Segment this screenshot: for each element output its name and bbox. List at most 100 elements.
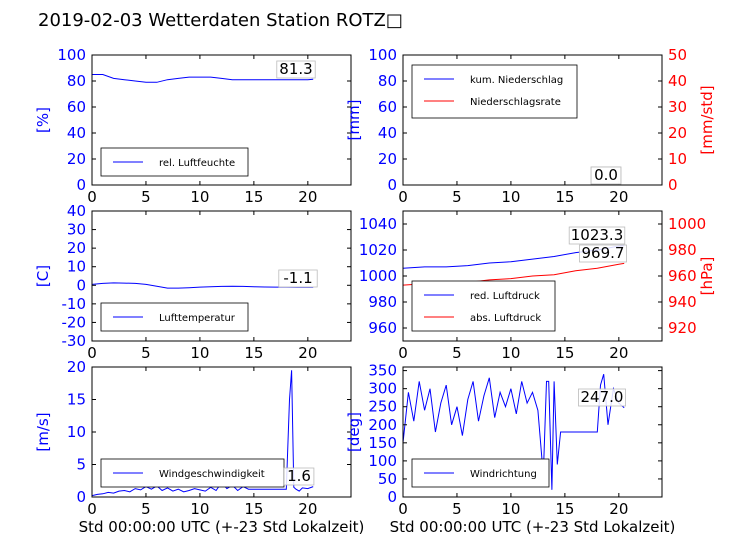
temperature-ytick-label: 40	[67, 202, 86, 220]
windspeed-ytick-label: 5	[76, 456, 86, 474]
humidity-ytick-label: 60	[67, 98, 86, 116]
humidity-ytick-label: 100	[57, 46, 86, 64]
temperature-value-annotation: -1.1	[278, 269, 318, 288]
pressure-value-text: 969.7	[582, 244, 625, 262]
humidity-legend: rel. Luftfeuchte	[100, 147, 249, 177]
winddir-ytick-label: 150	[368, 434, 397, 452]
pressure-y2tick-label: 980	[668, 241, 697, 259]
winddir-ytick-label: 350	[368, 362, 397, 380]
winddir-xtick-label: 15	[555, 500, 574, 518]
temperature-ytick-label: 20	[67, 239, 86, 257]
precipitation-value-text: 0.0	[594, 166, 618, 184]
pressure-y2tick-label: 940	[668, 293, 697, 311]
pressure-ytick-label: 1020	[359, 241, 397, 259]
temperature-ytick-label: -30	[62, 332, 87, 350]
pressure-panel: 0 5 10 15 20 960 980 1000 1020 1040 920 940 960 980 10…	[359, 210, 716, 362]
windspeed-ytick-label: 10	[67, 423, 86, 441]
humidity-xtick-label: 5	[141, 188, 151, 206]
winddir-ytick-label: 0	[387, 488, 397, 506]
precipitation-y2tick-label: 20	[668, 124, 687, 142]
winddir-xlabel: Std 00:00:00 UTC (+-23 Std Lokalzeit)	[390, 518, 676, 536]
pressure-ytick-label: 1040	[359, 215, 397, 233]
pressure-value-text: 1023.3	[571, 226, 624, 244]
temperature-ytick-label: -10	[62, 295, 87, 313]
precipitation-legend: kum. Niederschlag Niederschlagsrate	[411, 64, 578, 119]
pressure-y2tick-label: 960	[668, 267, 697, 285]
precipitation-y2tick-label: 30	[668, 98, 687, 116]
temperature-ylabel: [C]	[34, 265, 52, 287]
precipitation-ytick-label: 20	[378, 150, 397, 168]
winddir-frame	[402, 366, 663, 498]
windspeed-legend: Windgeschwindigkeit	[100, 458, 285, 488]
windspeed-value-annotation: 1.6	[283, 467, 315, 486]
precipitation-ytick-label: 40	[378, 124, 397, 142]
windspeed-value-box	[283, 467, 315, 486]
pressure-legend: red. Luftdruck abs. Luftdruck	[411, 280, 556, 332]
windspeed-xtick-label: 20	[298, 500, 317, 518]
precipitation-y2tick-label: 40	[668, 72, 687, 90]
pressure-value-annotation: 1023.3	[568, 226, 626, 245]
humidity-xtick-label: 10	[190, 188, 209, 206]
humidity-xtick-label: 0	[87, 188, 97, 206]
humidity-frame	[91, 54, 352, 186]
pressure-y2label: [hPa]	[698, 257, 716, 296]
humidity-panel: 0 5 10 15 20 0 20 40 60 80 100 [%] rel. Luftfeuchte 8…	[34, 46, 352, 206]
temperature-xtick-label: 15	[244, 344, 263, 362]
pressure-ytick-label: 980	[368, 293, 397, 311]
winddir-legend: Windrichtung	[411, 458, 550, 488]
winddir-ytick-label: 100	[368, 452, 397, 470]
temperature-ytick-label: 30	[67, 221, 86, 239]
pressure-value-box	[579, 244, 627, 263]
humidity-ytick-label: 40	[67, 124, 86, 142]
humidity-ytick-label: 0	[76, 176, 86, 194]
winddir-ytick-label: 250	[368, 398, 397, 416]
precipitation-y2tick-label: 50	[668, 46, 687, 64]
windspeed-xlabel: Std 00:00:00 UTC (+-23 Std Lokalzeit)	[79, 518, 365, 536]
precipitation-frame	[402, 54, 663, 186]
temperature-xtick-label: 0	[87, 344, 97, 362]
temperature-xtick-label: 5	[141, 344, 151, 362]
winddir-value-text: 247.0	[581, 388, 624, 406]
windspeed-legend-label: Windgeschwindigkeit	[159, 469, 265, 480]
temperature-value-text: -1.1	[283, 269, 312, 287]
humidity-ylabel: [%]	[34, 107, 52, 133]
temperature-legend: Lufttemperatur	[100, 302, 249, 332]
pressure-value-box	[568, 226, 626, 245]
pressure-xtick-label: 15	[555, 344, 574, 362]
precipitation-xtick-label: 0	[398, 188, 408, 206]
winddir-ylabel: [deg]	[345, 412, 363, 452]
winddir-value-box	[578, 388, 626, 407]
humidity-legend-label: rel. Luftfeuchte	[159, 158, 235, 169]
precipitation-legend-label: Niederschlagsrate	[470, 97, 561, 108]
temperature-frame	[91, 210, 352, 342]
winddir-ytick-label: 200	[368, 416, 397, 434]
temperature-panel: 0 5 10 15 20-30-20-10010203040[C]Lufttempera…	[34, 202, 352, 362]
winddir-xtick-label: 10	[501, 500, 520, 518]
temperature-ytick-label: 0	[76, 276, 86, 294]
windspeed-ytick-label: 15	[67, 391, 86, 409]
humidity-xtick-label: 20	[298, 188, 317, 206]
precipitation-y2tick-label: 10	[668, 150, 687, 168]
temperature-ytick-label: 10	[67, 258, 86, 276]
temperature-value-box	[278, 269, 318, 288]
windspeed-xtick-label: 0	[87, 500, 97, 518]
winddir-series-0	[403, 374, 625, 490]
precipitation-ytick-label: 0	[387, 176, 397, 194]
figure-title: 2019-02-03 Wetterdaten Station ROTZ□	[38, 10, 403, 31]
precipitation-legend-label: kum. Niederschlag	[470, 75, 563, 86]
windspeed-ytick-label: 0	[76, 488, 86, 506]
pressure-xtick-label: 0	[398, 344, 408, 362]
pressure-xtick-label: 5	[452, 344, 462, 362]
precipitation-xtick-label: 15	[555, 188, 574, 206]
winddir-value-annotation: 247.0	[578, 388, 626, 407]
temperature-ytick-label: -20	[62, 313, 87, 331]
precipitation-panel: 0 5 10 15 20 0 20 40 60 80 100 [mm] 0 10 20 30 40 50 [mm/s…	[345, 46, 716, 206]
pressure-y2tick-label: 1000	[668, 215, 706, 233]
precipitation-xtick-label: 10	[501, 188, 520, 206]
temperature-xtick-label: 20	[298, 344, 317, 362]
precipitation-legend-box	[411, 64, 578, 119]
